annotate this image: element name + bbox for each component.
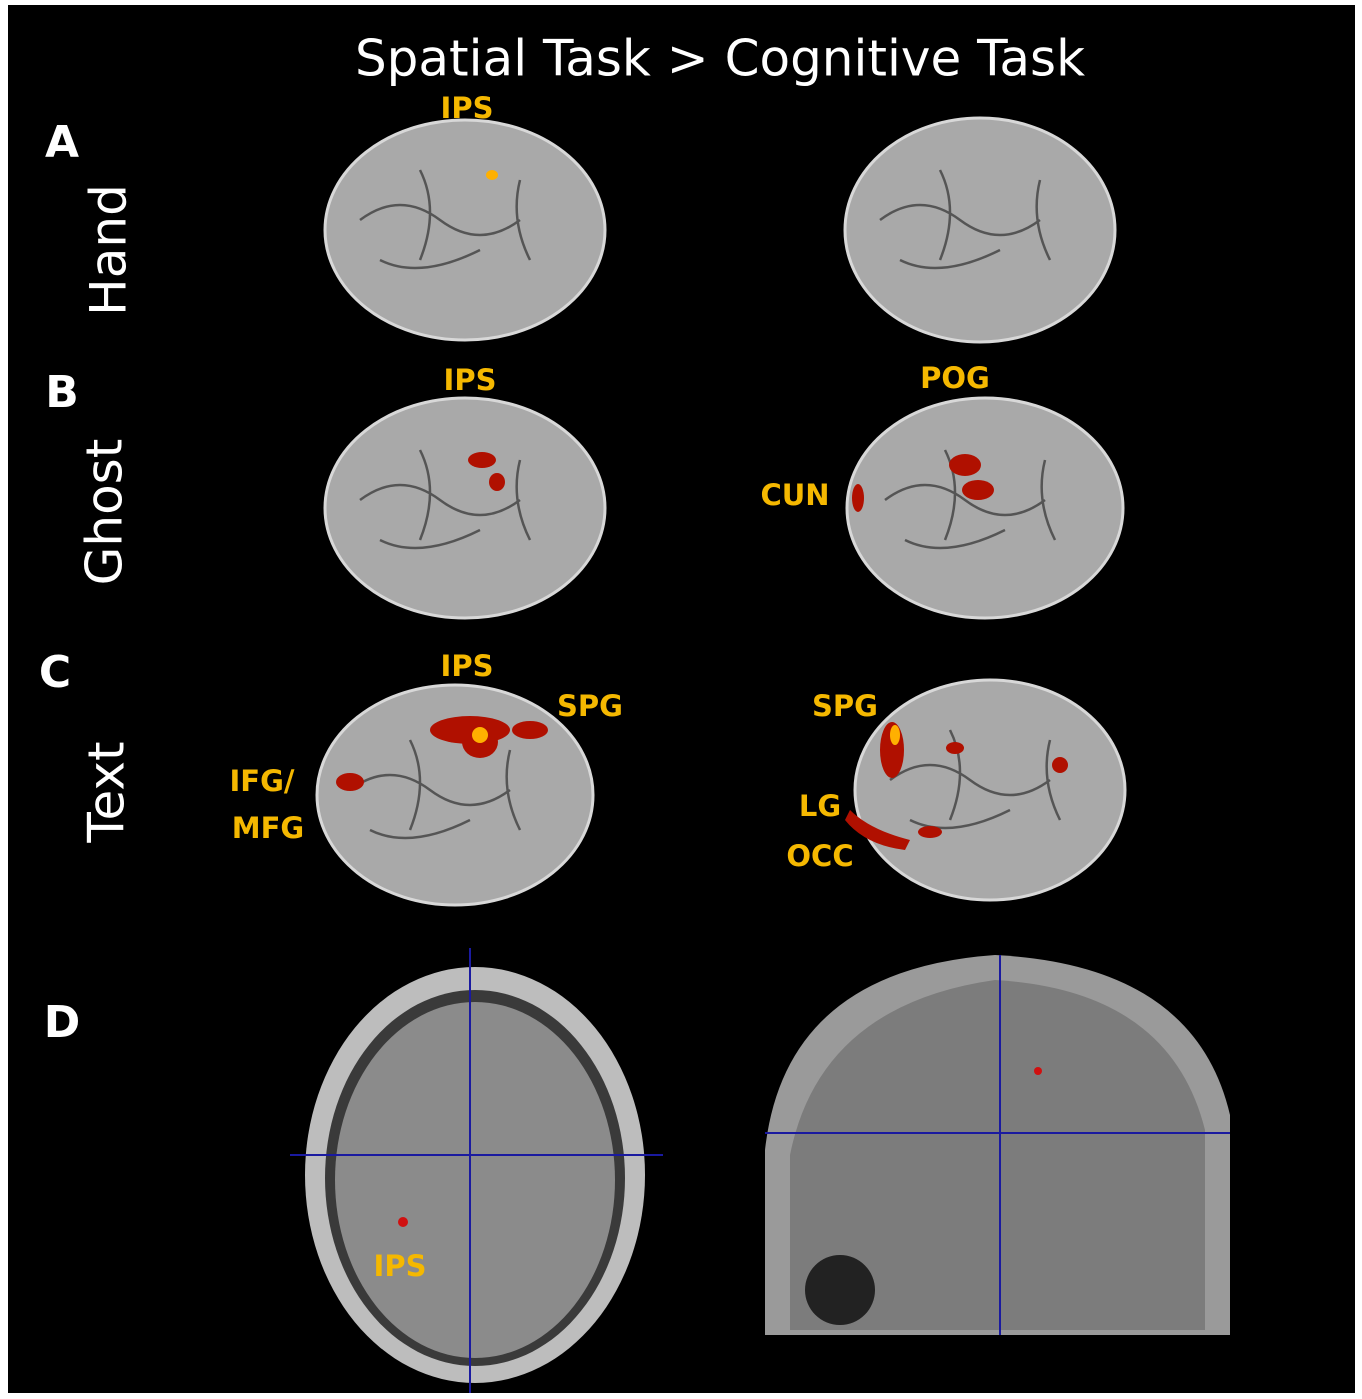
region-label: IPS <box>441 649 494 683</box>
region-label: IPS <box>374 1249 427 1283</box>
region-label: IPS <box>444 363 497 397</box>
condition-label: Text <box>78 741 136 843</box>
panel-letter: C <box>39 647 71 698</box>
condition-label: Hand <box>80 184 138 316</box>
condition-label: Ghost <box>76 439 134 586</box>
region-label: CUN <box>760 478 829 512</box>
region-label: IPS <box>441 91 494 125</box>
region-label: LG <box>799 789 841 823</box>
panel-letter: B <box>45 367 79 418</box>
region-label: POG <box>920 361 990 395</box>
panel-letter: D <box>44 997 81 1048</box>
region-label: SPG <box>812 689 878 723</box>
figure-title: Spatial Task > Cognitive Task <box>355 30 1085 88</box>
figure: Spatial Task > Cognitive Task A Hand B G… <box>0 0 1362 1399</box>
region-label: SPG <box>557 689 623 723</box>
region-label: IFG/ <box>230 764 295 798</box>
panel-letter: A <box>45 117 79 168</box>
region-label: MFG <box>232 811 304 845</box>
region-label: OCC <box>786 839 853 873</box>
